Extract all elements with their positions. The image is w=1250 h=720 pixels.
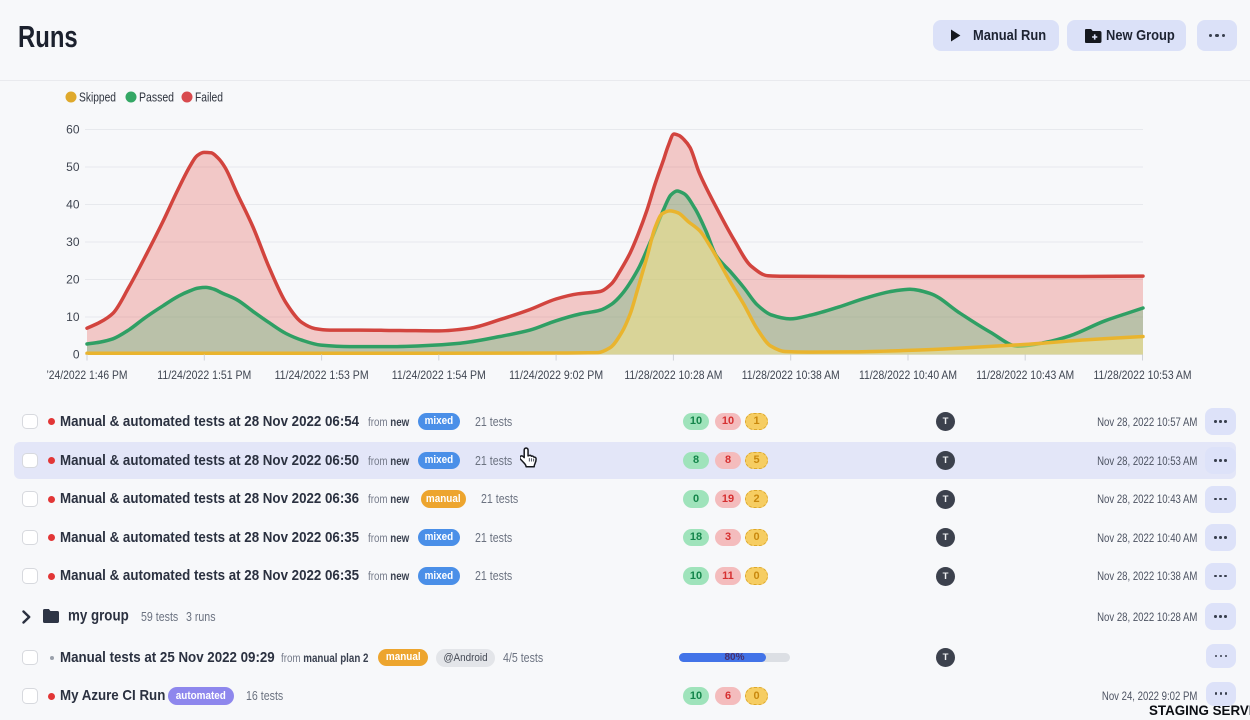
svg-text:11/24/2022 1:51 PM: 11/24/2022 1:51 PM	[157, 368, 251, 382]
svg-text:’24/2022 1:46 PM: ’24/2022 1:46 PM	[47, 368, 128, 382]
svg-text:50: 50	[66, 160, 80, 174]
svg-text:0: 0	[73, 348, 80, 362]
svg-text:11/24/2022 1:53 PM: 11/24/2022 1:53 PM	[275, 368, 369, 382]
svg-text:30: 30	[66, 235, 80, 249]
svg-text:Skipped: Skipped	[79, 90, 116, 105]
svg-text:60: 60	[66, 123, 80, 137]
svg-text:20: 20	[66, 273, 80, 287]
svg-text:40: 40	[66, 198, 80, 212]
svg-text:11/28/2022 10:38 AM: 11/28/2022 10:38 AM	[742, 368, 840, 382]
svg-text:11/28/2022 10:53 AM: 11/28/2022 10:53 AM	[1094, 368, 1192, 382]
svg-text:Failed: Failed	[195, 90, 223, 105]
svg-text:Passed: Passed	[139, 90, 174, 105]
svg-text:11/24/2022 1:54 PM: 11/24/2022 1:54 PM	[392, 368, 486, 382]
svg-text:11/24/2022 9:02 PM: 11/24/2022 9:02 PM	[509, 368, 603, 382]
svg-text:10: 10	[66, 310, 80, 324]
svg-text:11/28/2022 10:28 AM: 11/28/2022 10:28 AM	[624, 368, 722, 382]
svg-text:11/28/2022 10:43 AM: 11/28/2022 10:43 AM	[976, 368, 1074, 382]
svg-text:11/28/2022 10:40 AM: 11/28/2022 10:40 AM	[859, 368, 957, 382]
